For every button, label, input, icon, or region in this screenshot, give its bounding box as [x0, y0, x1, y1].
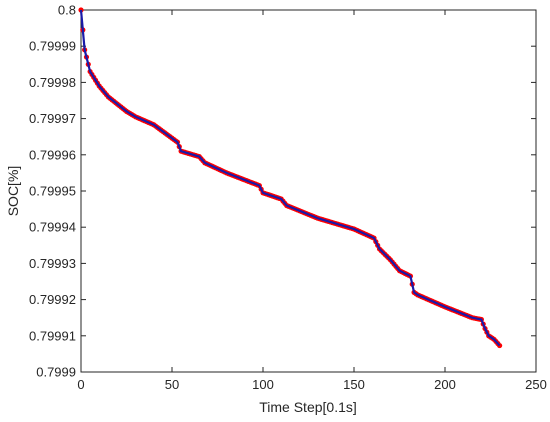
- y-tick-label: 0.79992: [29, 292, 76, 307]
- x-axis-ticks: 0 50 100 150 200 250: [77, 10, 547, 392]
- x-tick-label: 200: [434, 377, 456, 392]
- y-tick-label: 0.7999: [36, 365, 76, 380]
- y-tick-label: 0.79998: [29, 75, 76, 90]
- y-tick-label: 0.79994: [29, 220, 76, 235]
- series-group: [78, 7, 503, 349]
- y-tick-label: 0.79997: [29, 111, 76, 126]
- x-tick-label: 150: [343, 377, 365, 392]
- y-tick-label: 0.79996: [29, 147, 76, 162]
- y-axis-label: SOC[%]: [5, 166, 21, 217]
- x-tick-label: 50: [165, 377, 179, 392]
- y-tick-label: 0.79995: [29, 184, 76, 199]
- y-tick-label: 0.79991: [29, 328, 76, 343]
- y-axis-ticks: 0.7999 0.79991 0.79992 0.79993 0.79994 0.7999…: [29, 3, 536, 380]
- x-axis-label: Time Step[0.1s]: [259, 399, 357, 415]
- y-tick-label: 0.79993: [29, 256, 76, 271]
- x-tick-label: 250: [525, 377, 547, 392]
- series-line: [79, 9, 501, 347]
- x-tick-label: 100: [252, 377, 274, 392]
- y-tick-label: 0.8: [58, 3, 76, 18]
- x-tick-label: 0: [77, 377, 84, 392]
- y-tick-label: 0.79999: [29, 39, 76, 54]
